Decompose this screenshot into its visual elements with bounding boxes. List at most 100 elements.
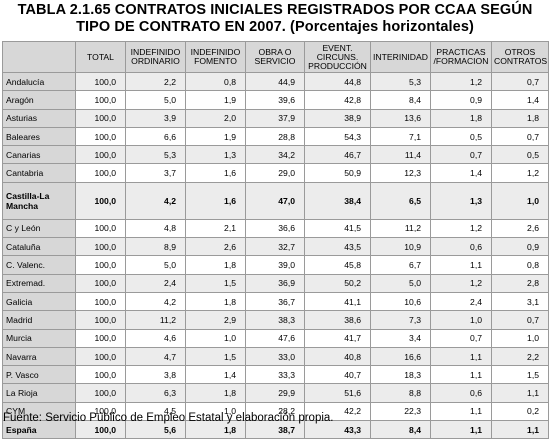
value-cell: 2,2 xyxy=(125,71,186,92)
value-cell: 38,3 xyxy=(245,310,305,330)
region-cell: Madrid xyxy=(2,310,76,330)
region-cell: Cantabria xyxy=(2,163,76,183)
table-row: Castilla-La Mancha 100,0 4,2 1,6 47,0 38,4 6,5… xyxy=(2,181,549,220)
value-cell: 100,0 xyxy=(75,237,126,257)
header-row: TOTAL INDEFINIDO ORDINARIO INDEFINIDO FO… xyxy=(2,41,549,73)
value-cell: 1,3 xyxy=(185,145,246,165)
value-cell: 41,7 xyxy=(304,328,371,348)
value-cell: 1,5 xyxy=(491,365,549,385)
value-cell: 2,6 xyxy=(491,218,549,239)
table-row: Andalucía 100,0 2,2 0,8 44,9 44,8 5,3 1,2 0,7 xyxy=(2,71,549,92)
value-cell: 0,6 xyxy=(430,383,492,403)
value-cell: 1,3 xyxy=(430,181,492,220)
column-header: INDEFINIDO FOMENTO xyxy=(185,41,246,73)
value-cell: 33,0 xyxy=(245,346,305,367)
value-cell: 2,4 xyxy=(125,273,186,293)
value-cell: 3,8 xyxy=(125,365,186,385)
table-row: Madrid 100,0 11,2 2,9 38,3 38,6 7,3 1,0 0,7 xyxy=(2,310,549,330)
value-cell: 42,2 xyxy=(304,401,371,422)
value-cell: 1,1 xyxy=(491,383,549,403)
region-cell: Andalucía xyxy=(2,71,76,92)
value-cell: 1,4 xyxy=(185,365,246,385)
value-cell: 8,4 xyxy=(370,420,431,439)
value-cell: 1,0 xyxy=(185,328,246,348)
value-cell: 11,2 xyxy=(125,310,186,330)
value-cell: 16,6 xyxy=(370,346,431,367)
value-cell: 0,7 xyxy=(491,310,549,330)
region-cell: CYM xyxy=(2,401,76,422)
value-cell: 5,0 xyxy=(125,255,186,275)
value-cell: 29,9 xyxy=(245,383,305,403)
value-cell: 100,0 xyxy=(75,218,126,239)
value-cell: 1,1 xyxy=(430,255,492,275)
value-cell: 0,7 xyxy=(430,328,492,348)
table-row: Cantabria 100,0 3,7 1,6 29,0 50,9 12,3 1,4 1,2 xyxy=(2,163,549,183)
value-cell: 0,5 xyxy=(430,126,492,147)
value-cell: 36,7 xyxy=(245,291,305,312)
value-cell: 5,0 xyxy=(370,273,431,293)
value-cell: 11,4 xyxy=(370,145,431,165)
value-cell: 2,9 xyxy=(185,310,246,330)
value-cell: 28,2 xyxy=(245,401,305,422)
region-cell: C. Valenc. xyxy=(2,255,76,275)
column-header: INTERINIDAD xyxy=(370,41,431,73)
value-cell: 50,2 xyxy=(304,273,371,293)
value-cell: 10,6 xyxy=(370,291,431,312)
value-cell: 4,6 xyxy=(125,328,186,348)
value-cell: 1,6 xyxy=(185,163,246,183)
value-cell: 1,9 xyxy=(185,90,246,110)
value-cell: 100,0 xyxy=(75,346,126,367)
value-cell: 6,7 xyxy=(370,255,431,275)
value-cell: 44,9 xyxy=(245,71,305,92)
value-cell: 5,3 xyxy=(370,71,431,92)
value-cell: 100,0 xyxy=(75,273,126,293)
column-header: EVENT. CIRCUNS. PRODUCCIÓN xyxy=(304,41,371,73)
region-cell: La Rioja xyxy=(2,383,76,403)
value-cell: 100,0 xyxy=(75,328,126,348)
column-header: TOTAL xyxy=(75,41,126,73)
column-header: OBRA O SERVICIO xyxy=(245,41,305,73)
value-cell: 7,1 xyxy=(370,126,431,147)
column-header: INDEFINIDO ORDINARIO xyxy=(125,41,186,73)
value-cell: 6,6 xyxy=(125,126,186,147)
region-cell: Asturias xyxy=(2,108,76,128)
value-cell: 39,0 xyxy=(245,255,305,275)
value-cell: 1,2 xyxy=(491,163,549,183)
value-cell: 8,8 xyxy=(370,383,431,403)
value-cell: 29,0 xyxy=(245,163,305,183)
region-cell: Cataluña xyxy=(2,237,76,257)
value-cell: 100,0 xyxy=(75,291,126,312)
title-line-2: TIPO DE CONTRATO EN 2007. (Porcentajes h… xyxy=(76,19,474,35)
value-cell: 1,2 xyxy=(430,218,492,239)
value-cell: 2,1 xyxy=(185,218,246,239)
table-row: Cataluña 100,0 8,9 2,6 32,7 43,5 10,9 0,6 0,9 xyxy=(2,237,549,257)
value-cell: 50,9 xyxy=(304,163,371,183)
value-cell: 1,0 xyxy=(491,328,549,348)
value-cell: 36,9 xyxy=(245,273,305,293)
value-cell: 2,0 xyxy=(185,108,246,128)
value-cell: 0,8 xyxy=(185,71,246,92)
table-container: TOTAL INDEFINIDO ORDINARIO INDEFINIDO FO… xyxy=(2,41,549,439)
value-cell: 1,8 xyxy=(185,383,246,403)
value-cell: 100,0 xyxy=(75,310,126,330)
value-cell: 4,2 xyxy=(125,181,186,220)
value-cell: 7,3 xyxy=(370,310,431,330)
value-cell: 1,5 xyxy=(185,273,246,293)
value-cell: 0,2 xyxy=(491,401,549,422)
region-cell: Baleares xyxy=(2,126,76,147)
value-cell: 37,9 xyxy=(245,108,305,128)
column-header: OTROS CONTRATOS xyxy=(491,41,549,73)
value-cell: 1,8 xyxy=(430,108,492,128)
region-cell: Murcia xyxy=(2,328,76,348)
value-cell: 100,0 xyxy=(75,90,126,110)
region-cell: Galicia xyxy=(2,291,76,312)
value-cell: 2,4 xyxy=(430,291,492,312)
table-row: C. Valenc. 100,0 5,0 1,8 39,0 45,8 6,7 1,1 0,8 xyxy=(2,255,549,275)
region-cell: P. Vasco xyxy=(2,365,76,385)
value-cell: 1,2 xyxy=(430,71,492,92)
value-cell: 0,5 xyxy=(491,145,549,165)
title-line-1: TABLA 2.1.65 CONTRATOS INICIALES REGISTR… xyxy=(17,2,533,18)
column-header: PRACTICAS /FORMACION xyxy=(430,41,492,73)
value-cell: 2,6 xyxy=(185,237,246,257)
value-cell: 1,5 xyxy=(185,346,246,367)
